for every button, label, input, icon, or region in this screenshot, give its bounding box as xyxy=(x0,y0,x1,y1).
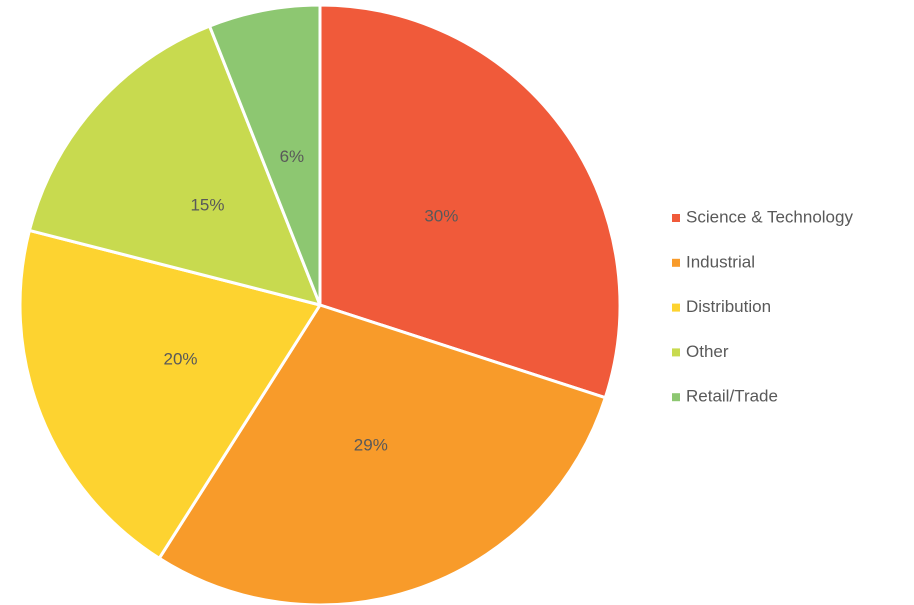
legend-label: Retail/Trade xyxy=(686,387,778,406)
data-label: 20% xyxy=(164,350,198,369)
legend-label: Industrial xyxy=(686,252,755,271)
legend-swatch xyxy=(672,348,680,357)
legend-swatch xyxy=(672,393,680,402)
data-label: 15% xyxy=(190,195,224,214)
pie-slice xyxy=(318,3,622,400)
data-label: 29% xyxy=(354,436,388,455)
pie-slice xyxy=(18,228,322,560)
pie-slice xyxy=(208,3,322,307)
legend-label: Distribution xyxy=(686,297,771,316)
legend-swatch xyxy=(672,258,680,267)
data-label: 30% xyxy=(424,206,458,225)
legend-label: Science & Technology xyxy=(686,207,853,226)
data-label: 6% xyxy=(280,147,305,166)
legend-label: Other xyxy=(686,342,729,361)
legend-swatch xyxy=(672,303,680,312)
pie-slice xyxy=(157,303,607,605)
legend-swatch xyxy=(672,214,680,222)
pie-slice xyxy=(27,24,322,307)
